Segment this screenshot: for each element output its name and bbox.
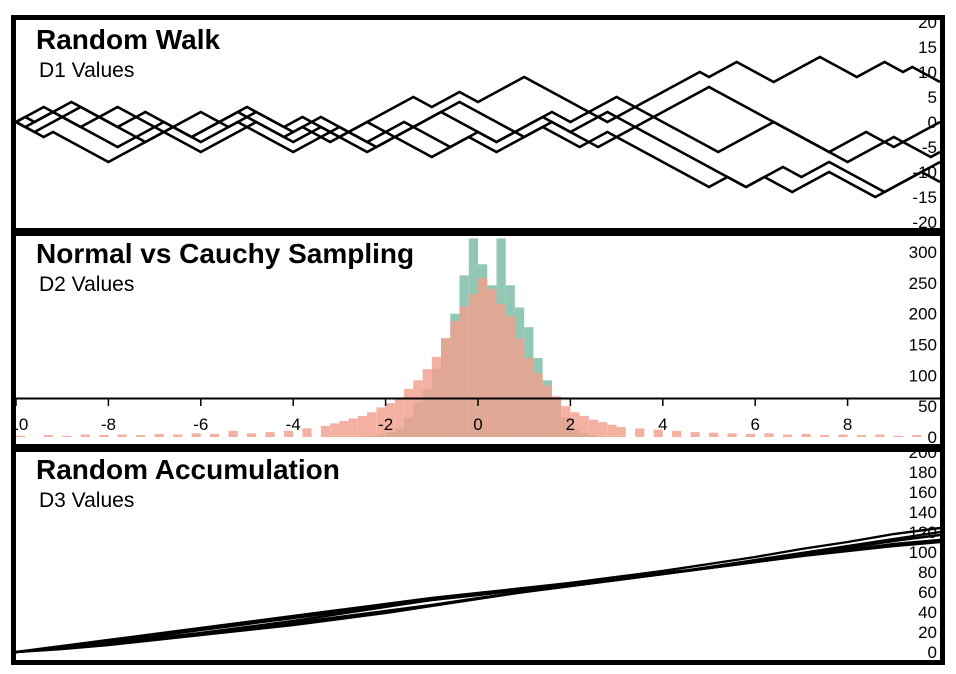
normal-vs-cauchy-title: Normal vs Cauchy Sampling: [36, 238, 415, 269]
random-accumulation-title: Random Accumulation: [36, 454, 340, 485]
walk-4-line: [16, 100, 940, 199]
y-tick-label: -10: [912, 163, 937, 182]
y-tick-label: 10: [918, 63, 937, 82]
y-tick-label: -20: [912, 213, 937, 232]
y-tick-label: 0: [928, 113, 937, 132]
random-walk-lines: [16, 55, 940, 199]
walk-2-line: [16, 95, 940, 154]
y-tick-label: 15: [918, 38, 937, 57]
normal-vs-cauchy-subtitle: D2 Values: [39, 273, 135, 296]
walk-1-line: [16, 55, 940, 139]
walk-5-line: [16, 110, 940, 194]
y-tick-label: 20: [918, 13, 937, 32]
random-walk-y-axis: 20 15 10 5 0 -5 -10 -15 -20: [912, 13, 937, 232]
random-accumulation-subtitle: D3 Values: [39, 489, 135, 512]
random-walk-title: Random Walk: [36, 24, 221, 55]
random-walk-subtitle: D1 Values: [39, 59, 135, 82]
y-tick-label: -5: [922, 138, 937, 157]
y-tick-label: -15: [912, 188, 937, 207]
random-walk-panel-border: [11, 15, 945, 233]
walk-3-line: [16, 85, 940, 164]
y-tick-label: 5: [928, 88, 937, 107]
